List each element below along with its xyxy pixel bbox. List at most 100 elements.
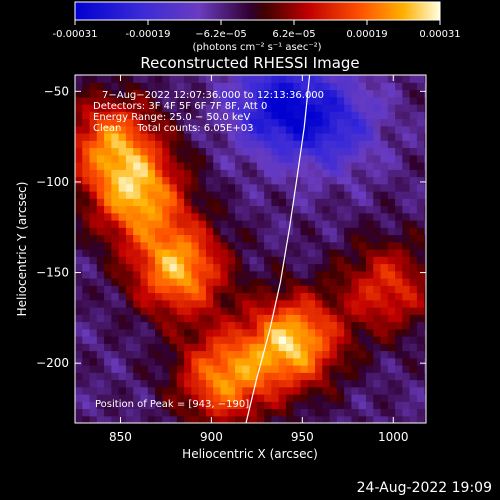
heatmap-cell (315, 183, 323, 192)
heatmap-cell (205, 249, 214, 257)
heatmap-cell (227, 162, 236, 170)
heatmap-cell (147, 336, 156, 344)
heatmap-cell (293, 350, 302, 359)
heatmap-cell (118, 285, 127, 294)
heatmap-cell (96, 205, 105, 214)
heatmap-cell (256, 299, 265, 308)
heatmap-cell (147, 357, 156, 366)
heatmap-cell (176, 357, 185, 366)
heatmap-cell (409, 183, 418, 192)
heatmap-cell (409, 350, 418, 359)
heatmap-cell (235, 415, 243, 423)
heatmap-cell (264, 307, 273, 315)
heatmap-cell (380, 256, 389, 265)
heatmap-cell (133, 263, 142, 272)
heatmap-cell (242, 147, 251, 156)
heatmap-cell (176, 220, 185, 228)
heatmap-cell (416, 104, 425, 112)
heatmap-cell (227, 111, 236, 120)
heatmap-cell (416, 263, 425, 272)
heatmap-cell (104, 270, 112, 279)
heatmap-cell (416, 133, 425, 141)
heatmap-cell (395, 379, 403, 388)
heatmap-cell (402, 183, 411, 192)
heatmap-cell (111, 96, 120, 105)
heatmap-cell (307, 162, 316, 170)
heatmap-cell (82, 350, 91, 359)
heatmap-cell (242, 241, 251, 250)
heatmap-cell (380, 212, 389, 221)
heatmap-cell (293, 162, 302, 170)
heatmap-cell (104, 299, 112, 308)
heatmap-cell (278, 162, 287, 170)
heatmap-cell (380, 321, 389, 330)
heatmap-cell (409, 263, 418, 272)
heatmap-cell (140, 125, 149, 134)
heatmap-cell (351, 256, 360, 265)
heatmap-cell (125, 336, 134, 344)
heatmap-cell (235, 162, 243, 170)
heatmap-cell (329, 372, 338, 381)
heatmap-cell (344, 89, 353, 98)
heatmap-cell (329, 162, 338, 170)
heatmap-cell (285, 321, 294, 330)
axis-ticks: 850 900 950 1000−50−100−150−200 (36, 75, 426, 444)
heatmap-cell (235, 125, 243, 134)
heatmap-cell (111, 212, 120, 221)
heatmap-cell (365, 357, 374, 366)
heatmap-cell (249, 133, 258, 141)
heatmap-cell (118, 96, 127, 105)
heatmap-cell (395, 336, 403, 344)
heatmap-cell (409, 256, 418, 265)
heatmap-cell (111, 394, 120, 402)
heatmap-cell (373, 270, 382, 279)
heatmap-cell (285, 147, 294, 156)
heatmap-cell (82, 154, 91, 163)
heatmap-cell (220, 249, 229, 257)
heatmap-cell (96, 125, 105, 134)
heatmap-cell (336, 154, 345, 163)
heatmap-cell (213, 183, 222, 192)
heatmap-cell (118, 408, 127, 417)
heatmap-cell (235, 220, 243, 228)
heatmap-cell (104, 408, 112, 417)
heatmap-cell (213, 147, 222, 156)
heatmap-cell (373, 154, 382, 163)
heatmap-cell (285, 111, 294, 120)
heatmap-cell (307, 357, 316, 366)
heatmap-cell (416, 75, 425, 83)
heatmap-cell (169, 365, 178, 373)
heatmap-cell (264, 350, 273, 359)
heatmap-cell (198, 154, 207, 163)
heatmap-cell (140, 212, 149, 221)
heatmap-cell (307, 328, 316, 337)
heatmap-cell (169, 154, 178, 163)
heatmap-cell (242, 299, 251, 308)
heatmap-cell (249, 365, 258, 373)
heatmap-cell (285, 169, 294, 178)
heatmap-cell (242, 111, 251, 120)
heatmap-cell (329, 154, 338, 163)
heatmap-cell (169, 183, 178, 192)
heatmap-cell (82, 270, 91, 279)
heatmap-cell (104, 104, 112, 112)
heatmap-cell (351, 169, 360, 178)
heatmap-cell (169, 278, 178, 286)
heatmap-cell (315, 125, 323, 134)
heatmap-cell (387, 162, 396, 170)
heatmap-cell (82, 307, 91, 315)
heatmap-cell (111, 176, 120, 185)
heatmap-cell (140, 263, 149, 272)
heatmap-cell (235, 212, 243, 221)
heatmap-cell (89, 125, 98, 134)
heatmap-cell (235, 321, 243, 330)
y-tick-label: −150 (36, 266, 69, 280)
heatmap-cell (307, 249, 316, 257)
heatmap-cell (249, 408, 258, 417)
heatmap-cell (358, 154, 367, 163)
heatmap-cell (125, 169, 134, 178)
heatmap-cell (140, 321, 149, 330)
heatmap-cell (329, 125, 338, 134)
heatmap-cell (104, 118, 112, 127)
heatmap-cell (111, 162, 120, 170)
